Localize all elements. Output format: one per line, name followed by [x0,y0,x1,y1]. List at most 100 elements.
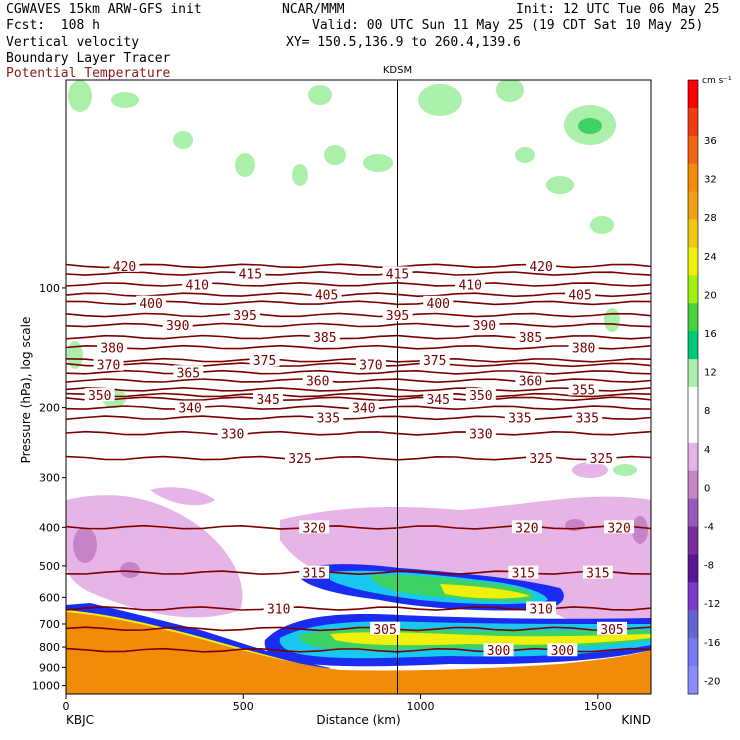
colorbar-tick-label: -8 [704,561,714,572]
colorbar-tick-label: -12 [704,599,720,610]
theta-label-bg [504,410,535,424]
colorbar-tick-label: 0 [704,483,710,494]
y-tick-label: 100 [39,282,60,295]
theta-contour-325 [66,455,651,461]
colorbar-swatch [688,526,698,555]
field-label-vertical-velocity: Vertical velocity [6,35,140,50]
theta-label-bg [547,643,578,657]
theta-label-bg [370,621,401,635]
theta-label-325: 325 [590,452,613,467]
colorbar-frame [687,79,699,695]
colorbar-swatch [688,610,698,639]
colorbar-swatch [688,470,698,500]
colorbar-swatch [688,582,698,611]
theta-label-315: 315 [586,567,609,582]
theta-contour-315 [66,570,651,576]
theta-label-420: 420 [113,260,136,275]
colorbar-swatch [688,498,698,528]
theta-label-bg [97,340,128,354]
theta-label-bg [465,426,496,440]
theta-label-bg [173,365,204,379]
colorbar-tick-label: 36 [704,136,717,147]
theta-label-325: 325 [529,452,552,467]
theta-label-bg [217,426,248,440]
plot-frame [65,79,652,695]
colorbar-tick-label: 16 [704,329,717,340]
theta-label-bg [455,277,486,291]
theta-contour-350 [66,392,651,398]
colorbar-swatch [688,163,698,193]
theta-label-bg [309,330,340,344]
theta-label-385: 385 [519,331,542,346]
field-label-potential-temperature: Potential Temperature [6,66,171,81]
theta-label-bg [597,621,627,635]
theta-label-380: 380 [572,341,595,356]
theta-contour-305 [66,626,651,632]
theta-label-bg [483,643,514,657]
theta-label-bg [230,308,261,322]
field-label-boundary-layer-tracer: Boundary Layer Tracer [6,51,171,66]
theta-label-bg [136,295,167,309]
theta-label-310: 310 [529,603,552,618]
model-title: CGWAVES 15km ARW-GFS init [6,2,202,17]
y-tick-label: 1000 [32,680,60,693]
colorbar-swatch [688,219,698,248]
theta-label-bg [526,451,557,465]
y-tick-label: 300 [39,472,60,485]
theta-label-340: 340 [178,402,201,417]
colorbar-swatch [688,80,698,109]
theta-label-415: 415 [386,268,409,283]
theta-label-360: 360 [519,375,542,390]
theta-label-bg [182,277,213,291]
x-tick-label: 0 [63,700,70,713]
y-tick-label: 600 [39,591,60,604]
colorbar-swatch [688,331,698,360]
theta-label-400: 400 [139,297,162,312]
forecast-hour: Fcst: 108 h [6,18,100,33]
theta-label-bg [311,287,342,301]
theta-label-410: 410 [185,278,208,293]
theta-label-bg [526,601,557,615]
theta-label-bg [175,400,206,414]
colorbar-swatch [688,107,698,137]
colorbar-swatch [688,442,698,472]
theta-label-370: 370 [359,359,382,374]
theta-label-335: 335 [508,412,531,427]
theta-label-bg [419,353,450,367]
theta-label-395: 395 [233,309,256,324]
theta-label-bg [515,330,546,344]
theta-contour-385 [66,334,651,340]
theta-label-bg [313,410,344,424]
colorbar-tick-label: 20 [704,290,717,301]
theta-contour-330 [66,430,651,436]
theta-label-310: 310 [267,603,290,618]
x-tick-label: 500 [233,700,254,713]
x-tick-label: 1500 [584,700,612,713]
institution-label: NCAR/MMM [282,2,345,17]
theta-label-300: 300 [551,644,574,659]
y-tick-label: 700 [39,618,60,631]
theta-label-bg [469,318,500,332]
theta-label-bg [568,382,599,396]
theta-label-bg [586,451,617,465]
theta-label-405: 405 [315,289,338,304]
theta-label-bg [515,373,546,387]
theta-label-320: 320 [515,521,538,536]
theta-label-345: 345 [427,393,450,408]
theta-label-bg [423,391,454,405]
colorbar-swatch [688,387,698,416]
theta-label-340: 340 [352,402,375,417]
theta-contour-320 [66,524,651,530]
theta-label-305: 305 [600,623,623,638]
colorbar-unit: cm s⁻¹ [702,76,732,86]
init-time: Init: 12 UTC Tue 06 May 25 [516,2,720,17]
y-tick-label: 400 [39,521,60,534]
theta-contour-420 [66,263,651,269]
theta-label-330: 330 [221,427,244,442]
theta-label-355: 355 [572,383,595,398]
colorbar-swatch [688,666,698,695]
theta-label-bg [109,258,140,272]
y-tick-label: 900 [39,661,60,674]
theta-label-bg [93,357,124,371]
